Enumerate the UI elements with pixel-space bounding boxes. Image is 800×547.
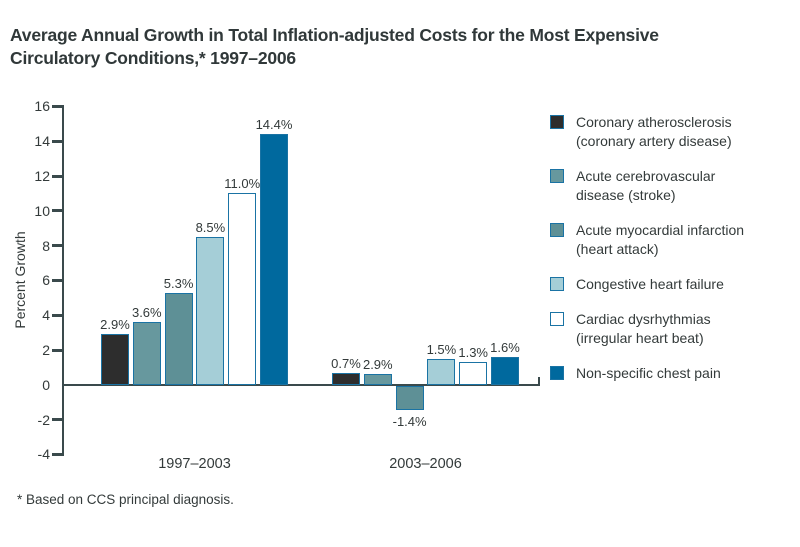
bar-2-5	[459, 362, 488, 385]
bar-value-label: -1.4%	[392, 414, 427, 430]
bar-value-label: 0.7%	[331, 355, 361, 371]
bar-value-label: 1.3%	[458, 345, 488, 361]
y-axis-tick	[52, 104, 62, 108]
bar-2-2	[363, 374, 392, 385]
legend-item-2: Acute cerebrovascular disease (stroke)	[550, 167, 744, 205]
y-axis-tick	[52, 278, 62, 282]
y-axis-tick	[52, 244, 62, 248]
legend-item-3: Acute myocardial infarction (heart attack…	[550, 221, 744, 259]
bar-1-4	[196, 236, 225, 385]
y-axis-tick	[52, 209, 62, 213]
legend-label: Congestive heart failure	[576, 275, 724, 294]
y-axis-tick-label: 8	[42, 237, 50, 254]
y-axis-tick	[52, 174, 62, 178]
legend-item-4: Congestive heart failure	[550, 275, 744, 294]
y-axis-tick-label: 12	[34, 168, 50, 184]
bar-value-label: 2.9%	[100, 317, 130, 333]
x-axis-category-label: 2003–2006	[389, 456, 462, 472]
bar-value-label: 3.6%	[131, 305, 162, 321]
legend-label-line: disease (stroke)	[576, 187, 676, 203]
y-axis-line	[62, 105, 64, 456]
legend-label-line: Congestive heart failure	[576, 276, 724, 292]
legend-label-line: Cardiac dysrhythmias	[576, 311, 711, 327]
x-axis-end-tick	[538, 377, 540, 386]
bar-value-label: 1.6%	[490, 339, 520, 355]
x-axis-category-label: 1997–2003	[158, 456, 231, 472]
bar-2-4	[427, 358, 456, 385]
bar-1-6	[260, 134, 288, 385]
legend-swatch	[550, 169, 564, 183]
legend-label: Cardiac dysrhythmias (irregular heart bea…	[576, 310, 711, 348]
y-axis-tick-label: 14	[34, 133, 50, 150]
bar-value-label: 8.5%	[195, 219, 226, 235]
legend-item-5: Cardiac dysrhythmias (irregular heart bea…	[550, 310, 744, 348]
chart-title-line2: Circulatory Conditions,* 1997–2006	[10, 48, 296, 68]
bar-value-label: 1.5%	[426, 341, 457, 357]
legend-swatch	[550, 366, 564, 380]
y-axis-tick	[52, 313, 62, 317]
legend: Coronary atherosclerosis (coronary artery…	[550, 113, 744, 383]
legend-swatch	[550, 277, 564, 291]
chart-title-line1: Average Annual Growth in Total Inflation…	[10, 25, 659, 45]
y-axis-tick-label: 4	[42, 307, 50, 324]
bar-2-6	[491, 356, 519, 385]
y-axis-tick	[52, 139, 62, 143]
y-axis-tick	[52, 418, 62, 422]
y-axis-tick-label: 0	[42, 376, 50, 393]
legend-swatch	[550, 223, 564, 237]
bar-value-label: 14.4%	[255, 117, 293, 133]
y-axis-tick-label: 10	[34, 202, 50, 219]
legend-label-line: (heart attack)	[576, 241, 659, 257]
legend-swatch	[550, 312, 564, 326]
legend-label-line: Acute cerebrovascular	[576, 168, 716, 184]
legend-label-line: Coronary atherosclerosis	[576, 114, 732, 130]
legend-label: Non-specific chest pain	[576, 364, 721, 383]
legend-item-6: Non-specific chest pain	[550, 364, 744, 383]
legend-label: Acute myocardial infarction (heart attack…	[576, 221, 744, 259]
y-axis-tick-label: 2	[42, 342, 50, 358]
bar-value-label: 11.0%	[224, 176, 261, 192]
legend-label: Acute cerebrovascular disease (stroke)	[576, 167, 715, 205]
bar-value-label: 2.9%	[362, 357, 393, 373]
chart-title: Average Annual Growth in Total Inflation…	[10, 24, 790, 70]
legend-label-line: (irregular heart beat)	[576, 330, 704, 346]
y-axis-tick	[52, 348, 62, 352]
legend-swatch	[550, 115, 564, 129]
bar-1-2	[132, 322, 161, 385]
bar-1-5	[228, 193, 257, 385]
legend-label: Coronary atherosclerosis (coronary artery…	[576, 113, 732, 151]
legend-label-line: Acute myocardial infarction	[576, 222, 745, 238]
bar-1-3	[164, 292, 193, 385]
legend-item-1: Coronary atherosclerosis (coronary artery…	[550, 113, 744, 151]
footnote: * Based on CCS principal diagnosis.	[17, 492, 234, 507]
y-axis-tick-label: -2	[37, 411, 50, 428]
x-axis-zero-line	[62, 384, 540, 386]
legend-label-line: (coronary artery disease)	[576, 133, 732, 149]
bar-value-label: 5.3%	[163, 275, 194, 291]
bar-2-3	[395, 385, 424, 411]
y-axis-tick	[52, 452, 62, 456]
bar-2-1	[332, 372, 360, 385]
legend-label-line: Non-specific chest pain	[576, 365, 721, 381]
y-axis-tick-label: 16	[34, 98, 50, 115]
bar-1-1	[101, 334, 129, 385]
y-axis-tick-label: 6	[42, 272, 50, 289]
y-axis-tick-label: -4	[37, 446, 50, 463]
